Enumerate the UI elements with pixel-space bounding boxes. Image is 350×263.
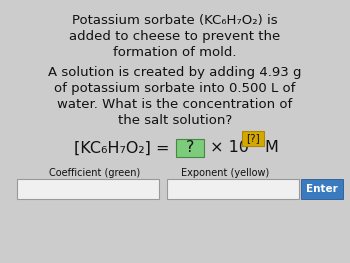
FancyBboxPatch shape	[301, 179, 343, 199]
Text: added to cheese to prevent the: added to cheese to prevent the	[69, 30, 281, 43]
Text: of potassium sorbate into 0.500 L of: of potassium sorbate into 0.500 L of	[54, 82, 296, 95]
Text: M: M	[264, 140, 278, 155]
Text: [?]: [?]	[246, 133, 260, 143]
Text: formation of mold.: formation of mold.	[113, 46, 237, 59]
Text: Exponent (yellow): Exponent (yellow)	[181, 168, 269, 178]
Text: ?: ?	[186, 140, 194, 155]
Text: [KC₆H₇O₂] =: [KC₆H₇O₂] =	[74, 140, 175, 155]
Text: the salt solution?: the salt solution?	[118, 114, 232, 127]
FancyBboxPatch shape	[176, 139, 204, 157]
Text: A solution is created by adding 4.93 g: A solution is created by adding 4.93 g	[48, 66, 302, 79]
Text: Enter: Enter	[306, 184, 338, 194]
Text: Coefficient (green): Coefficient (green)	[49, 168, 141, 178]
FancyBboxPatch shape	[17, 179, 159, 199]
Text: × 10: × 10	[205, 140, 249, 155]
FancyBboxPatch shape	[167, 179, 299, 199]
Text: Potassium sorbate (KC₆H₇O₂) is: Potassium sorbate (KC₆H₇O₂) is	[72, 14, 278, 27]
FancyBboxPatch shape	[242, 130, 264, 145]
Text: water. What is the concentration of: water. What is the concentration of	[57, 98, 293, 111]
